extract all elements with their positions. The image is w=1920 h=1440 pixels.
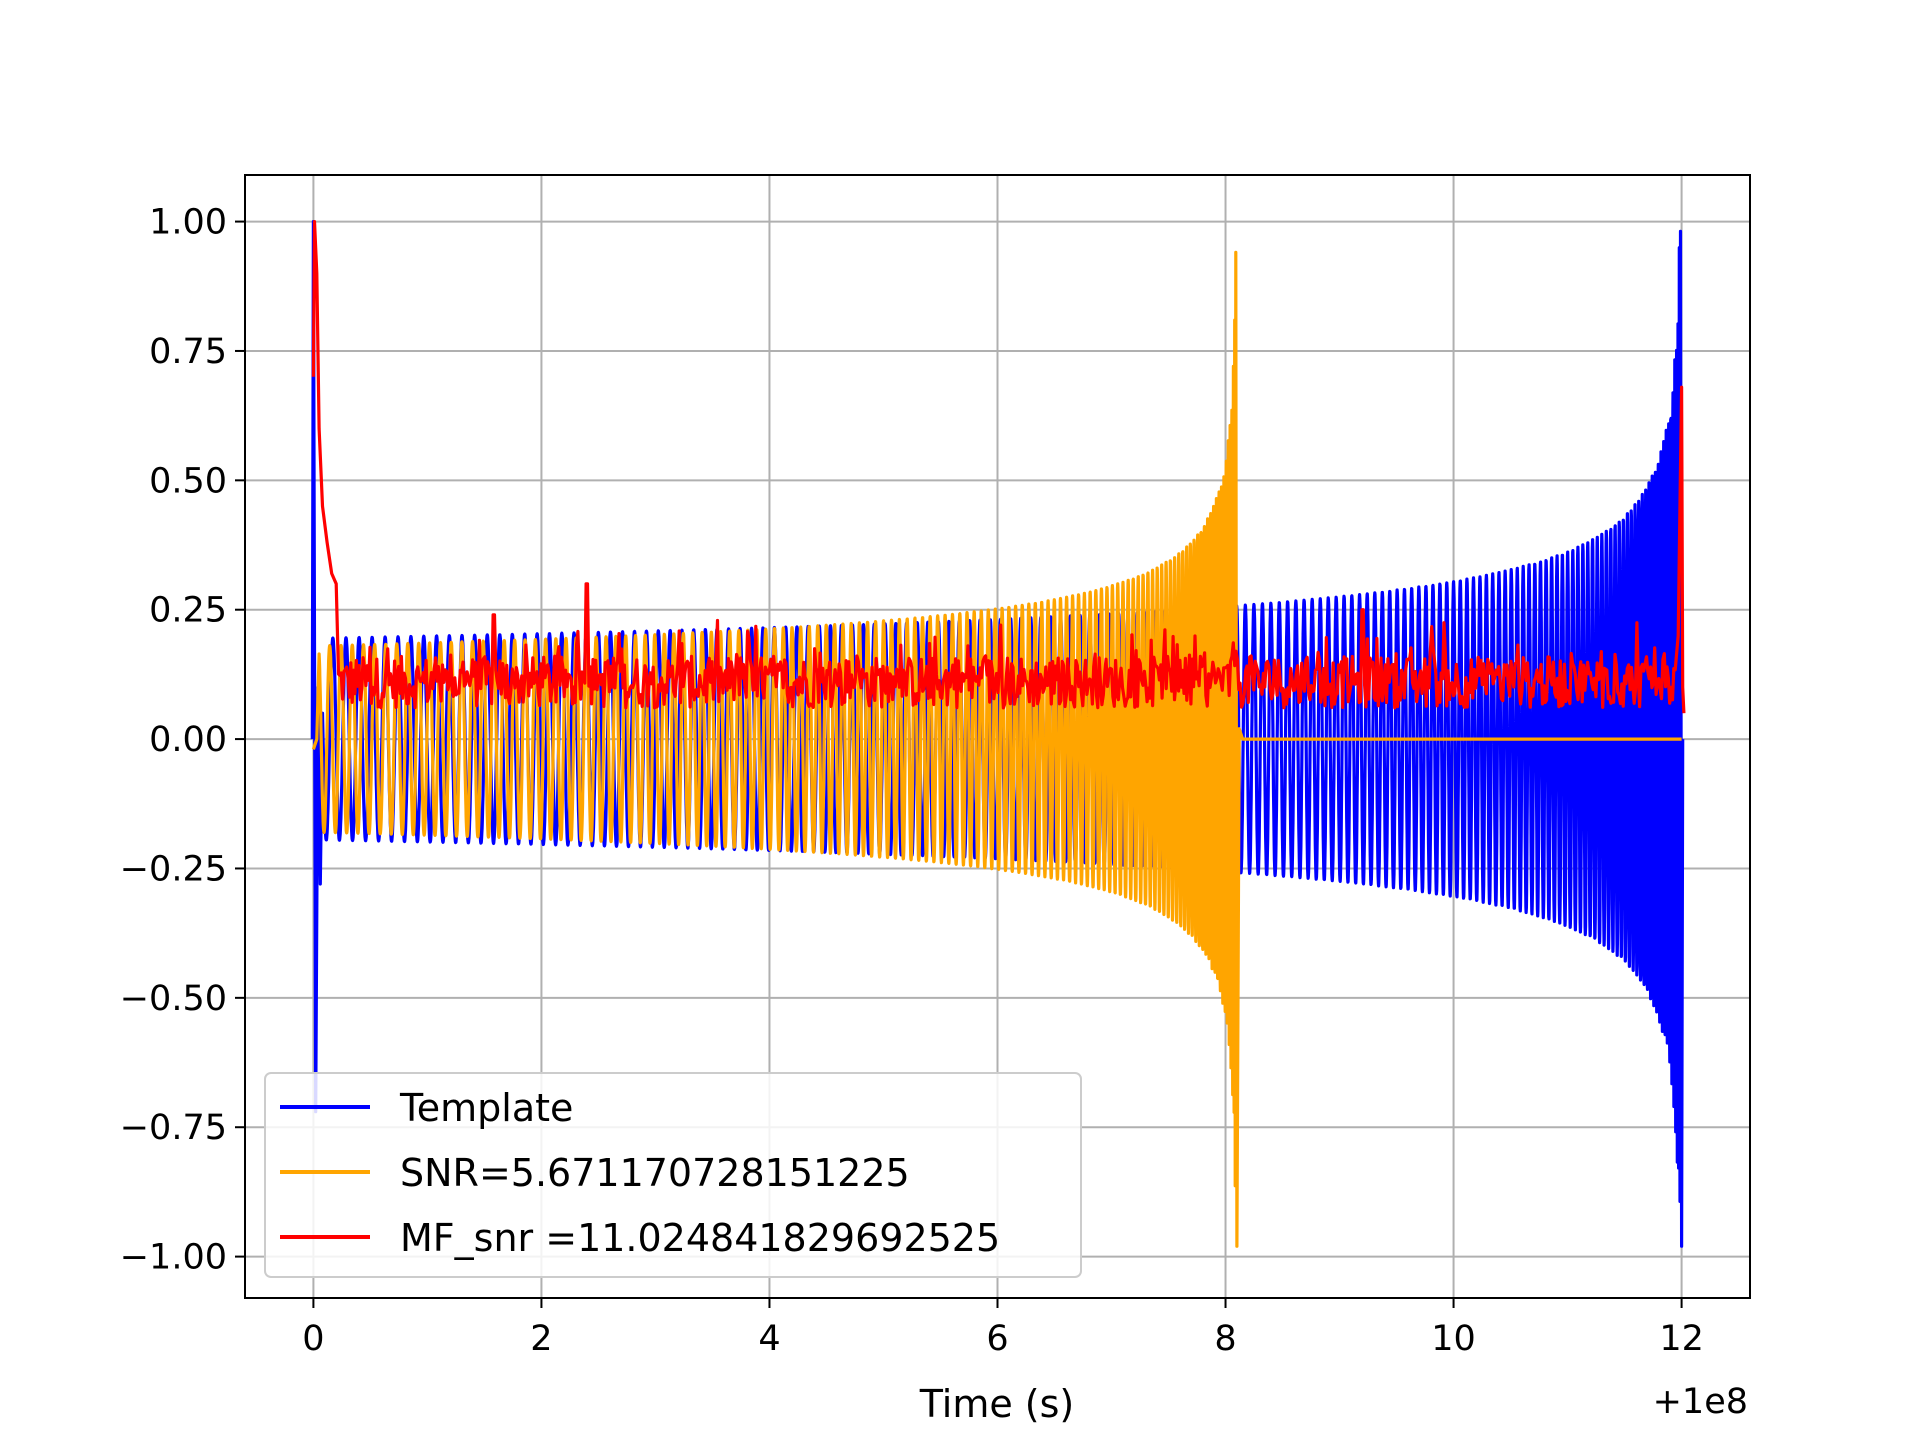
legend-label-mf-snr: MF_snr =11.024841829692525 [400, 1216, 1000, 1260]
y-tick-label: −0.25 [120, 849, 227, 889]
y-tick-label: 0.50 [149, 461, 227, 501]
y-tick-label: −1.00 [120, 1238, 227, 1278]
series-mf-snr-line [311, 220, 1686, 714]
y-axis-ticks: 1.00 0.75 0.50 0.25 0.00 −0.25 −0.50 −0.75 −1.00 [120, 203, 245, 1278]
x-tick-label: 4 [758, 1319, 780, 1359]
x-tick-label: 8 [1214, 1319, 1236, 1359]
legend: Template SNR=5.671170728151225 MF_snr =1… [264, 1072, 1082, 1278]
legend-label-snr: SNR=5.671170728151225 [400, 1151, 910, 1195]
y-tick-label: 0.25 [149, 591, 227, 631]
series-snr-line [311, 250, 1682, 1248]
y-tick-label: −0.50 [120, 979, 227, 1019]
x-tick-label: 6 [986, 1319, 1008, 1359]
series-layer [310, 220, 1686, 1248]
x-axis-ticks: 0 2 4 6 8 10 12 [302, 1298, 1704, 1359]
legend-box [264, 1072, 1082, 1278]
x-tick-label: 10 [1431, 1319, 1476, 1359]
y-tick-label: 0.75 [149, 332, 227, 372]
legend-label-template: Template [399, 1086, 573, 1130]
x-tick-label: 12 [1659, 1319, 1704, 1359]
x-tick-label: 0 [302, 1319, 324, 1359]
y-tick-label: 1.00 [149, 203, 227, 243]
x-tick-label: 2 [530, 1319, 552, 1359]
x-axis-offset-label: +1e8 [1653, 1382, 1748, 1422]
y-tick-label: −0.75 [120, 1108, 227, 1148]
x-axis-label: Time (s) [919, 1382, 1075, 1426]
y-tick-label: 0.00 [149, 720, 227, 760]
